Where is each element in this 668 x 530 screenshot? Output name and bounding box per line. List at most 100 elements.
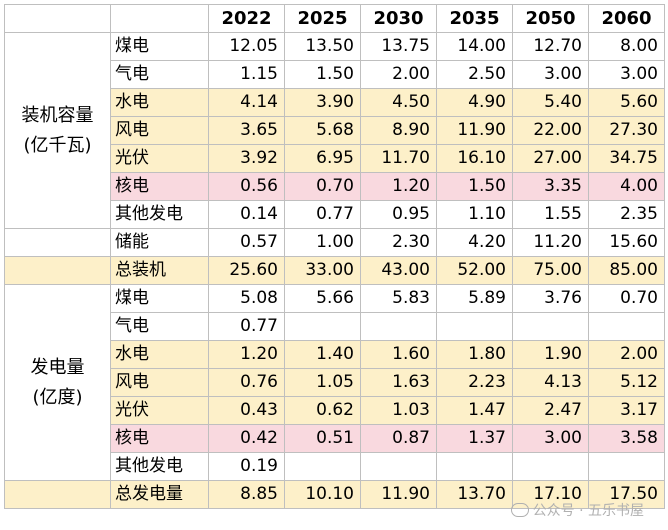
value-cell: 1.03 (360, 396, 437, 425)
year-header: 2060 (588, 4, 665, 33)
row-label: 气电 (110, 60, 209, 89)
value-cell: 11.90 (360, 480, 437, 509)
value-cell: 5.08 (208, 284, 285, 313)
value-cell: 0.43 (208, 396, 285, 425)
value-cell: 5.40 (512, 88, 589, 117)
row-label: 气电 (110, 312, 209, 341)
watermark-text: 公众号 · 五乐书屋 (532, 503, 644, 519)
value-cell: 33.00 (284, 256, 361, 285)
value-cell: 22.00 (512, 116, 589, 145)
value-cell (284, 312, 361, 341)
value-cell: 6.95 (284, 144, 361, 173)
value-cell: 27.30 (588, 116, 665, 145)
value-cell: 1.63 (360, 368, 437, 397)
value-cell: 0.70 (284, 172, 361, 201)
value-cell: 11.90 (436, 116, 513, 145)
value-cell (588, 312, 665, 341)
row-label: 核电 (110, 172, 209, 201)
value-cell: 0.56 (208, 172, 285, 201)
value-cell: 8.85 (208, 480, 285, 509)
row-label: 其他发电 (110, 200, 209, 229)
table-row: 装机容量 (亿千瓦) 煤电 12.05 13.50 13.75 14.00 12… (4, 32, 665, 229)
energy-table: 2022 2025 2030 2035 2050 2060 装机容量 (亿千瓦)… (4, 4, 665, 509)
value-cell: 0.87 (360, 424, 437, 453)
value-cell: 2.35 (588, 200, 665, 229)
value-cell (436, 452, 513, 481)
empty-group-cell (4, 480, 111, 509)
wechat-icon (510, 503, 529, 517)
value-cell: 4.00 (588, 172, 665, 201)
value-cell: 13.70 (436, 480, 513, 509)
value-cell: 4.14 (208, 88, 285, 117)
value-cell: 1.37 (436, 424, 513, 453)
value-cell: 3.00 (588, 60, 665, 89)
row-label: 光伏 (110, 144, 209, 173)
value-cell: 1.50 (284, 60, 361, 89)
value-cell: 1.47 (436, 396, 513, 425)
table-row: 风电 3.65 5.68 8.90 11.90 22.00 27.30 (5, 116, 665, 145)
table-row: 核电 0.42 0.51 0.87 1.37 3.00 3.58 (5, 424, 665, 453)
value-cell: 52.00 (436, 256, 513, 285)
value-cell: 3.00 (512, 60, 589, 89)
value-cell: 3.90 (284, 88, 361, 117)
value-cell: 75.00 (512, 256, 589, 285)
year-header: 2022 (208, 4, 285, 33)
value-cell: 8.90 (360, 116, 437, 145)
row-label: 其他发电 (110, 452, 209, 481)
value-cell: 0.19 (208, 452, 285, 481)
row-label: 风电 (110, 368, 209, 397)
value-cell: 85.00 (588, 256, 665, 285)
value-cell: 0.70 (588, 284, 665, 313)
value-cell: 10.10 (284, 480, 361, 509)
value-cell (360, 452, 437, 481)
value-cell: 43.00 (360, 256, 437, 285)
empty-group-cell (4, 256, 111, 285)
table-row: 气电 0.77 (5, 312, 665, 341)
row-label: 光伏 (110, 396, 209, 425)
table-row: 其他发电 0.19 (5, 452, 665, 481)
value-cell: 17.50 (588, 480, 665, 509)
value-cell: 1.55 (512, 200, 589, 229)
value-cell: 0.77 (208, 312, 285, 341)
year-header: 2035 (436, 4, 513, 33)
year-header: 2025 (284, 4, 361, 33)
value-cell: 1.40 (284, 340, 361, 369)
value-cell (284, 452, 361, 481)
value-cell: 2.00 (360, 60, 437, 89)
year-header: 2050 (512, 4, 589, 33)
table-row: 发电量 (亿度) 煤电 5.08 5.66 5.83 5.89 3.76 0.7… (4, 284, 665, 481)
value-cell: 5.68 (284, 116, 361, 145)
table-row: 储能 0.57 1.00 2.30 4.20 11.20 15.60 (4, 228, 665, 257)
value-cell: 3.35 (512, 172, 589, 201)
table-row-total: 总发电量 8.85 10.10 11.90 13.70 17.10 17.50 (4, 480, 665, 509)
watermark: 公众号 · 五乐书屋 (510, 500, 644, 520)
value-cell: 11.70 (360, 144, 437, 173)
value-cell: 5.12 (588, 368, 665, 397)
row-label: 水电 (110, 340, 209, 369)
value-cell: 1.20 (360, 172, 437, 201)
year-header: 2030 (360, 4, 437, 33)
value-cell: 5.66 (284, 284, 361, 313)
value-cell: 0.57 (208, 228, 285, 257)
table-row: 光伏 3.92 6.95 11.70 16.10 27.00 34.75 (5, 144, 665, 173)
row-label: 煤电 (110, 284, 209, 313)
value-cell: 1.20 (208, 340, 285, 369)
value-cell: 0.62 (284, 396, 361, 425)
value-cell: 2.00 (588, 340, 665, 369)
value-cell: 34.75 (588, 144, 665, 173)
table-row: 气电 1.15 1.50 2.00 2.50 3.00 3.00 (5, 60, 665, 89)
value-cell: 12.05 (208, 32, 285, 61)
value-cell (512, 312, 589, 341)
value-cell: 2.30 (360, 228, 437, 257)
empty-group-cell (4, 228, 111, 257)
value-cell: 8.00 (588, 32, 665, 61)
value-cell: 14.00 (436, 32, 513, 61)
value-cell: 15.60 (588, 228, 665, 257)
table-row: 风电 0.76 1.05 1.63 2.23 4.13 5.12 (5, 368, 665, 397)
value-cell: 1.10 (436, 200, 513, 229)
value-cell: 1.05 (284, 368, 361, 397)
corner-cell-2 (110, 4, 209, 33)
value-cell: 3.17 (588, 396, 665, 425)
value-cell: 0.51 (284, 424, 361, 453)
value-cell: 13.75 (360, 32, 437, 61)
